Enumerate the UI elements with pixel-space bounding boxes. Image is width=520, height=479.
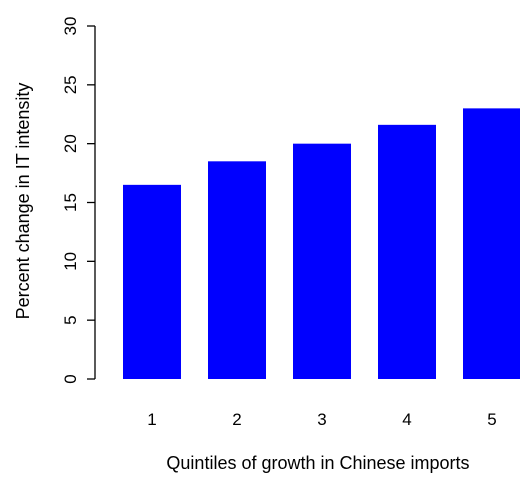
x-axis-tick-labels: 1 2 3 4 5: [147, 410, 496, 429]
x-axis-title: Quintiles of growth in Chinese imports: [166, 453, 469, 473]
y-tick-label-20: 20: [61, 134, 80, 153]
y-tick-label-30: 30: [61, 17, 80, 36]
y-axis-title: Percent change in IT intensity: [13, 83, 33, 320]
y-tick-label-0: 0: [61, 374, 80, 383]
bar-1: [123, 184, 181, 379]
bar-3: [293, 143, 351, 379]
y-axis-ticks: 0 5 10 15 20 25 30: [61, 17, 95, 384]
x-tick-label-4: 4: [402, 410, 411, 429]
x-tick-label-2: 2: [232, 410, 241, 429]
y-tick-label-25: 25: [61, 75, 80, 94]
y-tick-label-15: 15: [61, 193, 80, 212]
bar-5: [463, 108, 520, 379]
bar-2: [208, 161, 266, 379]
y-tick-label-5: 5: [61, 315, 80, 324]
bar-4: [378, 124, 436, 379]
bars-group: [123, 108, 520, 379]
x-tick-label-5: 5: [487, 410, 496, 429]
y-tick-label-10: 10: [61, 252, 80, 271]
x-tick-label-3: 3: [317, 410, 326, 429]
x-tick-label-1: 1: [147, 410, 156, 429]
